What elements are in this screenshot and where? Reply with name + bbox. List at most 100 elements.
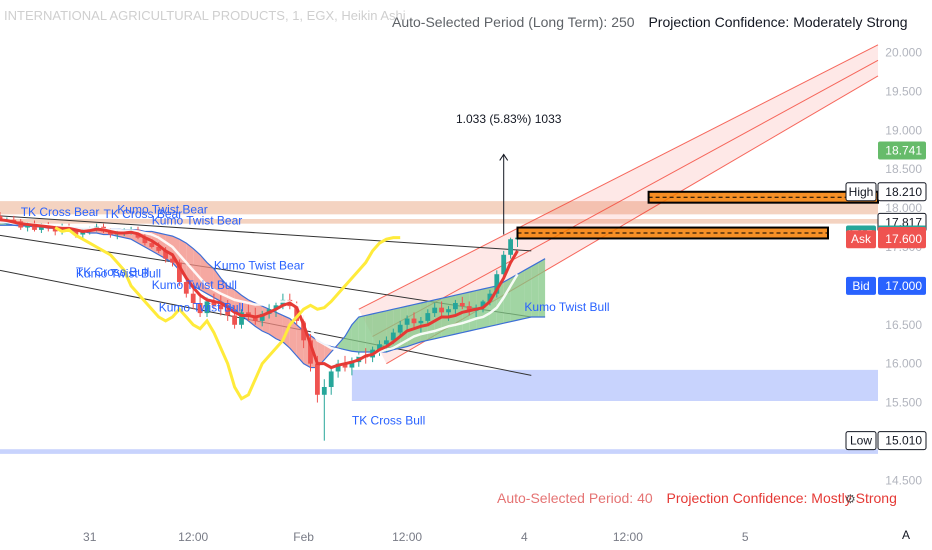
price-badge — [877, 182, 927, 202]
price-badge-value: 17.600 — [885, 232, 922, 246]
cloud-segment — [338, 336, 345, 350]
signal-label: TK Cross Bear — [21, 205, 100, 219]
measure-arrow-head — [499, 153, 509, 161]
auto-scale-button[interactable]: A — [901, 528, 910, 542]
candle-body — [142, 237, 148, 244]
x-tick-label: 5 — [742, 530, 749, 544]
auto-period-short-label: Auto-Selected Period: 40 — [497, 490, 653, 506]
candle-body — [259, 313, 265, 321]
candle-body — [439, 307, 444, 313]
candle-body — [432, 307, 438, 314]
x-tick-label: 12:00 — [178, 530, 208, 544]
candle-body — [301, 320, 306, 341]
y-tick-label: 20.000 — [885, 46, 922, 60]
candle-body — [321, 387, 327, 395]
candle-body — [342, 363, 348, 368]
cloud-segment — [234, 289, 242, 316]
x-tick-label: 4 — [521, 530, 528, 544]
candle-body — [466, 306, 472, 311]
price-badge-tag-bg — [846, 230, 876, 249]
cloud-segment — [220, 278, 228, 306]
price-badge-tag: High — [849, 185, 874, 199]
signal-label: TK Cross Bull — [76, 265, 149, 279]
cloud-segment — [186, 243, 194, 286]
cloud-segment — [524, 266, 532, 319]
price-badge-tag: Ask — [851, 232, 872, 246]
cloud-segment — [365, 313, 373, 352]
y-tick-label: 18.000 — [885, 201, 922, 215]
candle-body — [108, 231, 113, 235]
x-tick-label: 12:00 — [613, 530, 643, 544]
candle-body — [197, 303, 203, 314]
candle-body — [411, 318, 417, 324]
cloud-segment — [317, 340, 325, 368]
candle-body — [211, 301, 217, 306]
x-tick-label: 31 — [83, 530, 97, 544]
cloud-segment — [269, 309, 276, 339]
settings-icon[interactable]: ⚙ — [845, 492, 856, 506]
measure-label: 1.033 (5.83%) 1033 — [456, 112, 562, 126]
candle-body — [397, 324, 403, 333]
candle-body — [39, 225, 44, 230]
cloud-segment — [193, 248, 201, 290]
cloud-segment — [276, 312, 283, 342]
price-badge — [878, 141, 926, 160]
signal-label: Kumo Twist Bull — [152, 278, 237, 292]
senkou-a-line — [0, 221, 546, 369]
candle-body — [52, 228, 58, 232]
candle-body — [384, 340, 389, 345]
candle-body — [163, 250, 168, 259]
price-badge-tag: Bid — [852, 279, 869, 293]
candle-body — [170, 258, 175, 263]
cloud-segment — [531, 262, 539, 317]
price-badge-tag: Low — [850, 434, 872, 448]
cloud-segment — [510, 274, 518, 322]
candle-body — [32, 223, 37, 230]
candle-body — [294, 306, 300, 321]
cloud-segment — [345, 324, 352, 352]
candle-body — [404, 318, 410, 325]
candle-body — [487, 293, 493, 302]
projection-channel-fill — [358, 44, 878, 364]
channel-line-red_channel_mid — [372, 59, 879, 337]
candle-body — [73, 229, 79, 235]
candle-body — [425, 313, 431, 321]
channel-line-red_channel_upper — [358, 44, 879, 310]
signal-label: Kumo Twist Bull — [159, 301, 244, 315]
candle-body — [453, 303, 458, 310]
candle-body — [239, 312, 244, 325]
symbol-header[interactable]: INTERNATIONAL AGRICULTURAL PRODUCTS, 1, … — [4, 8, 406, 23]
y-tick-label: 14.500 — [885, 473, 922, 487]
price-badge-value: 18.210 — [885, 185, 922, 199]
auto-period-long-label: Auto-Selected Period (Long Term): 250 — [392, 14, 635, 30]
resistance-band-2 — [0, 219, 878, 224]
projection-short-term: Auto-Selected Period: 40 Projection Conf… — [497, 490, 897, 506]
signal-label: Kumo Twist Bull — [76, 266, 161, 280]
chikou-line — [54, 226, 401, 401]
candle-body — [232, 315, 237, 325]
cloud-segment — [400, 306, 408, 349]
candle-body — [177, 262, 182, 282]
signal-label: Kumo Twist Bear — [152, 213, 242, 227]
candle-body — [80, 231, 86, 235]
kijun-line — [0, 220, 519, 358]
x-tick-label: Feb — [293, 530, 314, 544]
y-tick-label: 19.500 — [885, 84, 922, 98]
cloud-segment — [414, 303, 421, 345]
price-badge-tag-bg — [846, 276, 876, 295]
confidence-long-label: Projection Confidence: Moderately Strong — [648, 14, 908, 30]
price-badge-value: 15.010 — [885, 434, 922, 448]
candle-body — [308, 340, 313, 364]
y-tick-label: 15.500 — [885, 396, 922, 410]
cloud-segment — [503, 278, 511, 324]
candle-body — [328, 371, 334, 387]
y-tick-label: 16.500 — [885, 318, 922, 332]
price-badge-value: 18.741 — [885, 143, 922, 157]
candle-body — [156, 247, 162, 251]
candle-body — [11, 219, 17, 222]
candle-body — [183, 282, 189, 294]
price-badge — [878, 230, 926, 249]
y-tick-label: 19.000 — [885, 123, 922, 137]
